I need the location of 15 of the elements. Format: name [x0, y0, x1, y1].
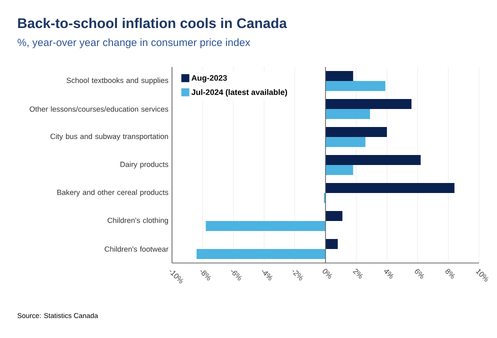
- bar: [326, 81, 386, 92]
- bar: [326, 127, 387, 138]
- bar: [326, 183, 454, 194]
- bar: [326, 71, 354, 82]
- chart-title: Back-to-school inflation cools in Canada: [18, 18, 287, 28]
- bar: [326, 155, 421, 166]
- bar: [196, 249, 326, 260]
- bar: [326, 211, 342, 222]
- bar: [326, 109, 370, 120]
- chart-subtitle: %, year-over year change in consumer price index: [18, 38, 250, 48]
- bar: [326, 239, 338, 250]
- bar: [326, 99, 412, 110]
- bar: [206, 221, 326, 232]
- bar: [326, 165, 354, 176]
- bar: [326, 137, 366, 148]
